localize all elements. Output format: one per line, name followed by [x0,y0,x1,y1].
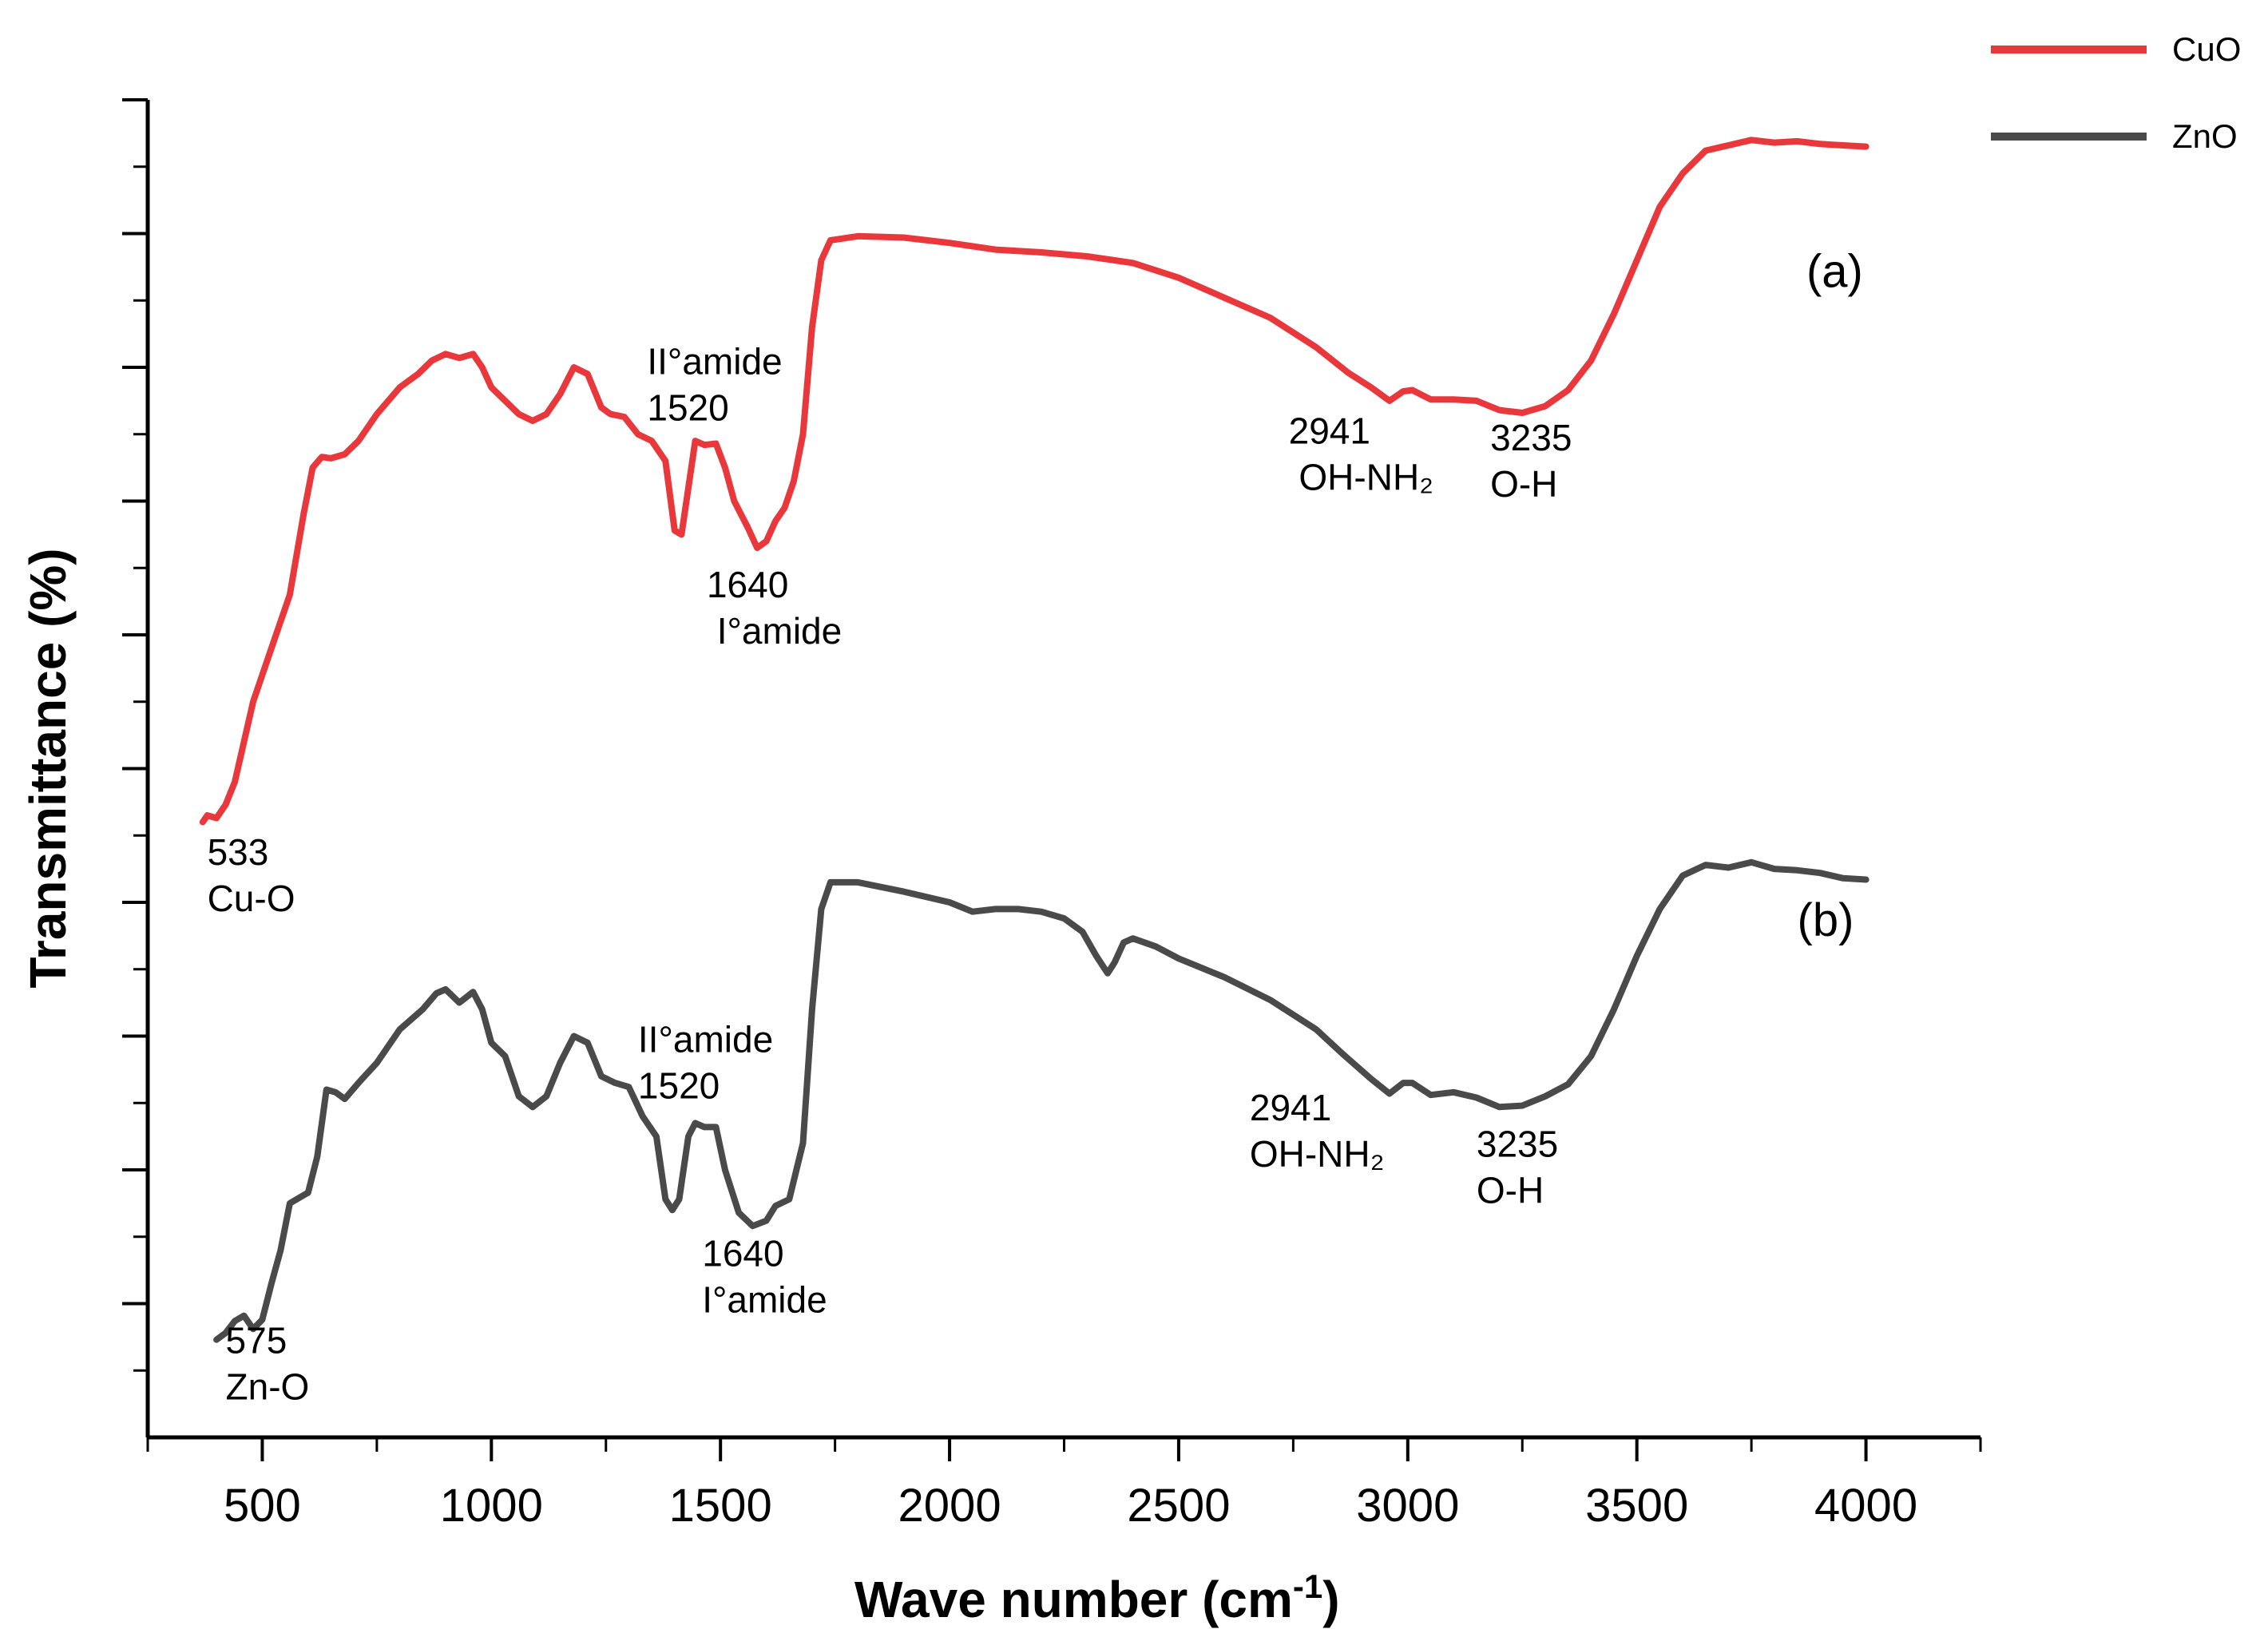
x-tick-label: 4000 [1814,1480,1917,1532]
peak-annotation-line: 2941 [1250,1087,1331,1128]
y-axis-title: Transmittance (%) [19,548,77,988]
legend-label-zno: ZnO [2172,117,2238,155]
peak-annotation-line: I°amide [702,1279,827,1321]
peak-annotation: 575 Zn-O [226,1319,310,1407]
x-tick-label: 1500 [669,1480,772,1532]
x-tick-label: 1000 [440,1480,543,1532]
peak-annotation: II°amide 1520 [647,340,782,428]
peak-annotation-line: OH-NH₂ [1289,456,1433,497]
peak-annotation-line: Cu-O [208,878,295,919]
series-line-cuo [199,137,1870,826]
x-axis-title-sup: -1 [1293,1568,1322,1605]
peak-annotation-line: 1520 [647,386,728,428]
legend: CuO ZnO [1991,30,2241,155]
peak-annotation-line: 3235 [1477,1123,1558,1164]
peak-annotation: 3235 O-H [1490,417,1572,505]
x-tick-label: 500 [224,1480,301,1532]
peak-annotation-line: O-H [1477,1169,1544,1211]
peak-annotation: 1640 I°amide [702,1233,827,1321]
peak-annotation-line: 1640 [707,564,788,605]
peak-annotation-line: 575 [226,1319,287,1361]
peak-annotation-line: I°amide [707,610,842,652]
x-tick-label: 3500 [1585,1480,1688,1532]
peak-annotation-line: II°amide [638,1019,773,1060]
x-tick-label: 3000 [1356,1480,1459,1532]
x-axis-title-main: Wave number (cm [854,1571,1293,1628]
axes [145,100,1981,1440]
peak-annotation: 3235 O-H [1477,1123,1558,1211]
peak-annotation-line: OH-NH₂ [1250,1133,1385,1175]
series-layer [199,137,1870,1343]
x-axis-title: Wave number (cm-1) [854,1568,1340,1628]
x-tick-label: 2000 [898,1480,1001,1532]
x-tick-label: 2500 [1127,1480,1230,1532]
peak-annotation: II°amide 1520 [638,1019,773,1107]
peak-annotation-line: 2941 [1289,410,1370,451]
y-ticks [122,98,148,1372]
peak-annotation-line: 533 [208,831,269,873]
peak-annotation-line: Zn-O [226,1366,310,1407]
peak-annotation-line: II°amide [647,340,782,382]
peak-annotation: 2941 OH-NH₂ [1250,1087,1385,1175]
x-ticks: 500 1000 1500 2000 2500 3000 3500 4000 [146,1437,1982,1532]
peak-annotation: 2941 OH-NH₂ [1289,410,1433,497]
peak-annotation-line: O-H [1490,463,1557,505]
peak-annotation-line: 1640 [702,1233,783,1274]
x-axis-title-end: ) [1322,1571,1339,1628]
panel-label: (b) [1798,894,1854,946]
series-line-zno [213,858,1870,1343]
peak-annotation: 1640 I°amide [707,564,842,652]
peak-annotation: 533 Cu-O [208,831,295,919]
panel-label: (a) [1806,246,1863,298]
peak-annotation-line: 3235 [1490,417,1572,458]
peak-annotation-line: 1520 [638,1065,720,1107]
legend-label-cuo: CuO [2172,30,2241,68]
